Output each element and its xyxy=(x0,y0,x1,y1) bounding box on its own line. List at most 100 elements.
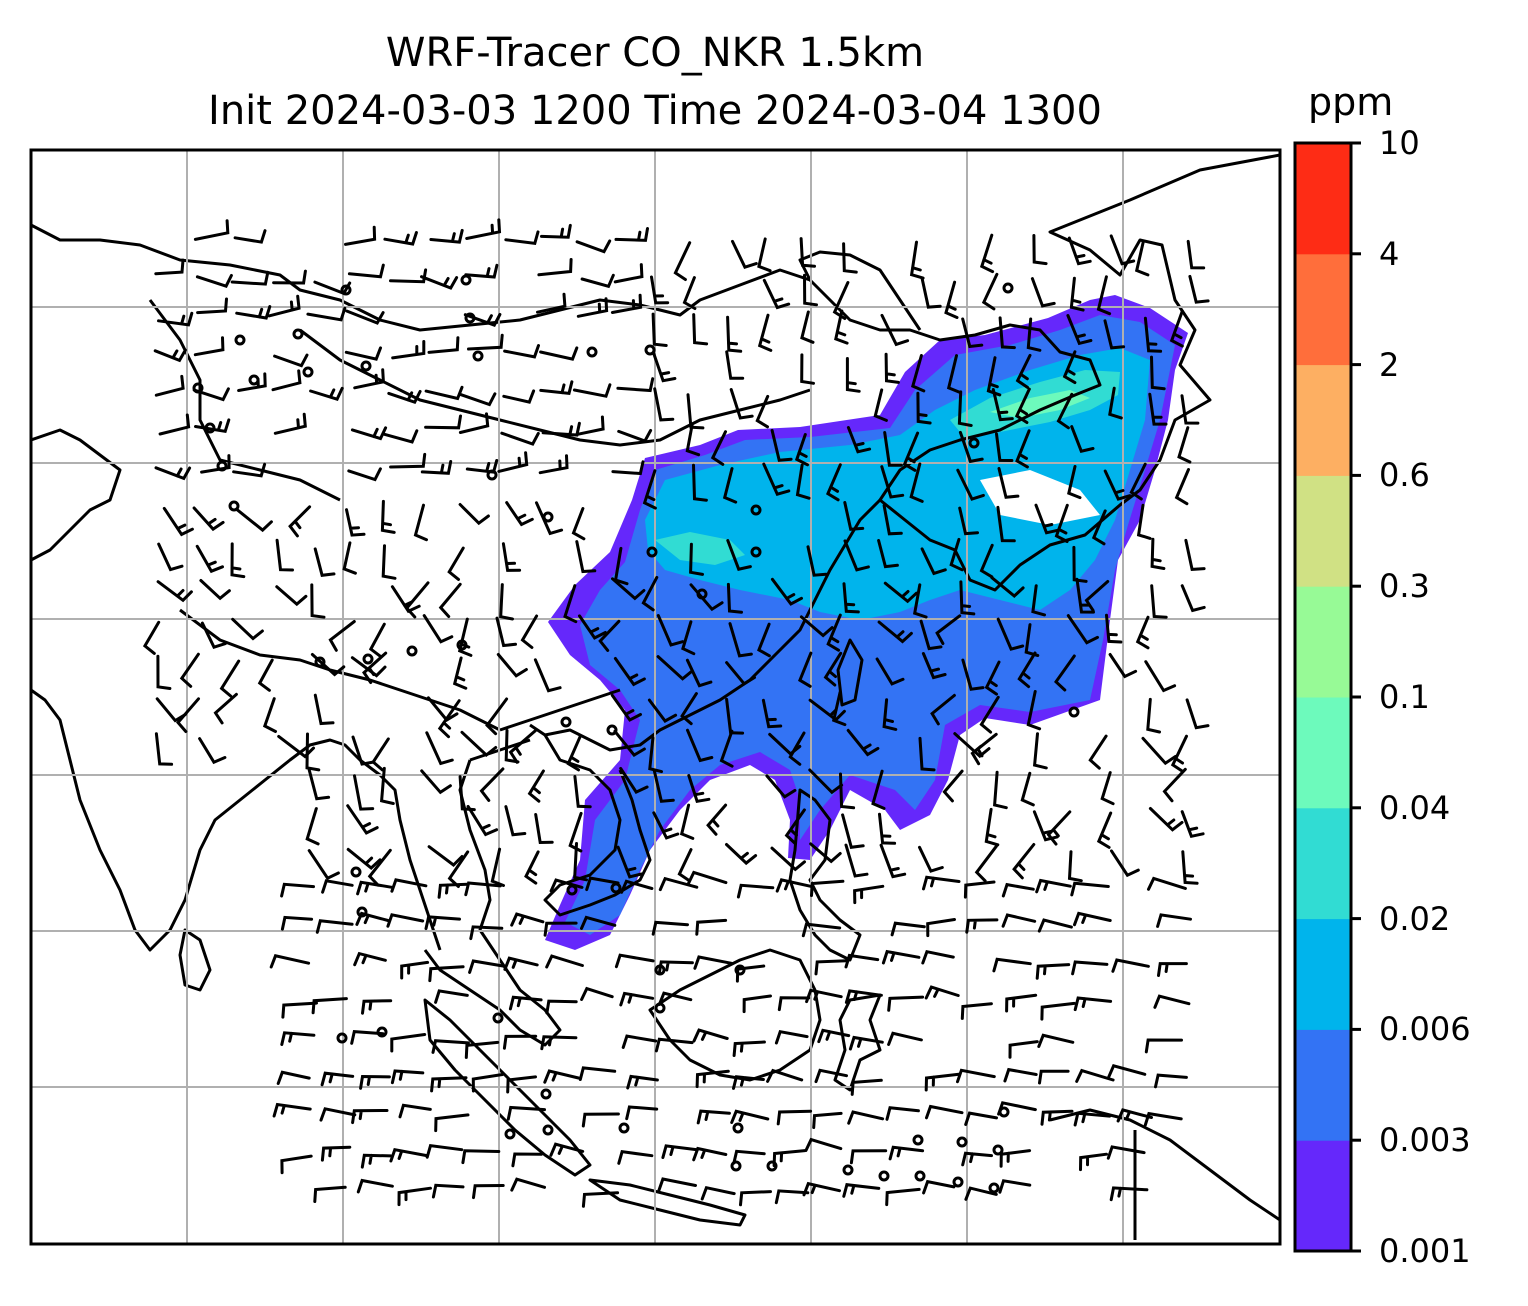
wind-barb xyxy=(315,919,354,934)
wind-barb-calm xyxy=(914,1170,926,1182)
wind-barb xyxy=(1169,309,1184,348)
wind-barb-calm xyxy=(472,350,484,362)
wind-barb-calm xyxy=(542,1124,554,1136)
colorbar-tick-label: 0.02 xyxy=(1379,899,1451,938)
wind-barb xyxy=(1020,771,1035,807)
wind-barb xyxy=(351,1109,389,1125)
wind-barb xyxy=(200,454,231,474)
wind-barb xyxy=(1180,394,1200,425)
wind-barb xyxy=(231,617,264,641)
wind-barb xyxy=(984,807,1000,847)
wind-barb xyxy=(970,732,998,766)
wind-barb xyxy=(458,503,490,526)
wind-barb xyxy=(1008,1040,1039,1059)
wind-barb xyxy=(533,658,562,693)
wind-barb xyxy=(613,263,644,284)
wind-barb xyxy=(843,501,865,531)
map-area xyxy=(31,150,1280,1244)
wind-barb xyxy=(909,240,925,280)
wind-barb xyxy=(1143,1111,1183,1127)
colorbar-tick-label: 10 xyxy=(1379,124,1420,162)
wind-barb xyxy=(328,620,356,652)
wind-barb xyxy=(345,309,385,325)
colorbar-segment xyxy=(1295,253,1351,366)
wind-barb xyxy=(431,1183,465,1199)
wind-barb xyxy=(956,468,985,501)
wind-barb xyxy=(999,1149,1032,1168)
wind-barb xyxy=(996,617,1025,651)
wind-barb-calm xyxy=(750,504,762,516)
wind-barb xyxy=(1032,732,1048,770)
wind-barb xyxy=(882,504,903,536)
wind-barb xyxy=(566,735,582,772)
wind-barb xyxy=(911,354,926,393)
wind-barb-calm xyxy=(540,1088,552,1100)
wind-barb xyxy=(1108,386,1123,420)
wind-barb-calm xyxy=(730,1160,742,1172)
wind-barb xyxy=(273,412,307,435)
wind-barb xyxy=(434,1113,470,1133)
wind-barb xyxy=(397,1186,432,1207)
wind-barb xyxy=(281,1001,318,1019)
wind-barb xyxy=(391,340,426,360)
wind-barb-calm xyxy=(734,964,746,976)
wind-barb xyxy=(457,617,473,657)
wind-barb xyxy=(1150,355,1166,391)
wind-barb xyxy=(620,879,654,894)
colorbar-tick-label: 0.003 xyxy=(1379,1121,1471,1160)
wind-barb xyxy=(766,1068,804,1083)
coastline-arabia xyxy=(31,428,122,562)
wind-barb xyxy=(360,1153,392,1169)
wind-barb xyxy=(885,1106,920,1121)
wind-barb-calm xyxy=(618,1122,630,1134)
wind-barb xyxy=(800,310,815,344)
wind-barb xyxy=(959,580,976,616)
wind-barb xyxy=(156,654,172,690)
tracer-plume xyxy=(545,295,1188,950)
wind-barb xyxy=(1054,503,1069,543)
wind-barb xyxy=(543,921,578,937)
wind-barb xyxy=(944,280,959,319)
wind-barb xyxy=(1103,319,1126,350)
border-central-asia xyxy=(31,223,811,332)
wind-barb xyxy=(888,1145,925,1161)
wind-barb xyxy=(383,231,418,246)
wind-barb xyxy=(732,1149,766,1165)
wind-barb xyxy=(390,878,428,893)
wind-barb xyxy=(930,693,956,726)
wind-barb xyxy=(919,619,943,651)
wind-barb xyxy=(1015,429,1031,469)
wind-barb xyxy=(280,882,315,898)
wind-barb xyxy=(346,804,379,835)
wind-barb xyxy=(467,333,504,351)
wind-barb xyxy=(1031,584,1046,617)
wind-barb xyxy=(842,242,858,274)
wind-barb xyxy=(853,884,885,905)
wind-barb xyxy=(735,964,766,983)
wind-barb xyxy=(722,467,738,504)
wind-barb xyxy=(471,1073,504,1093)
wind-barb-calm xyxy=(314,656,326,668)
wind-barb xyxy=(650,275,670,305)
wind-barb-calm xyxy=(750,546,762,558)
wind-barb xyxy=(732,1040,766,1057)
wind-barb xyxy=(428,965,465,983)
wind-barb xyxy=(719,729,734,768)
wind-barb xyxy=(275,585,308,607)
wind-barb xyxy=(573,842,588,882)
wind-barb xyxy=(614,953,655,969)
wind-barb-calm xyxy=(460,274,472,286)
wind-barb xyxy=(998,316,1016,350)
wind-barb xyxy=(610,293,643,314)
wind-barb xyxy=(1071,960,1109,976)
wind-barb xyxy=(353,774,375,811)
wind-barb-calm xyxy=(956,1136,968,1148)
wind-barb xyxy=(345,508,366,537)
wind-barb xyxy=(1108,653,1138,679)
wind-barb xyxy=(508,729,537,764)
wind-barb xyxy=(427,336,460,354)
wind-barb xyxy=(463,313,502,327)
wind-barb xyxy=(479,767,505,802)
wind-barb xyxy=(1180,810,1205,839)
colorbar-segment xyxy=(1295,1140,1351,1252)
